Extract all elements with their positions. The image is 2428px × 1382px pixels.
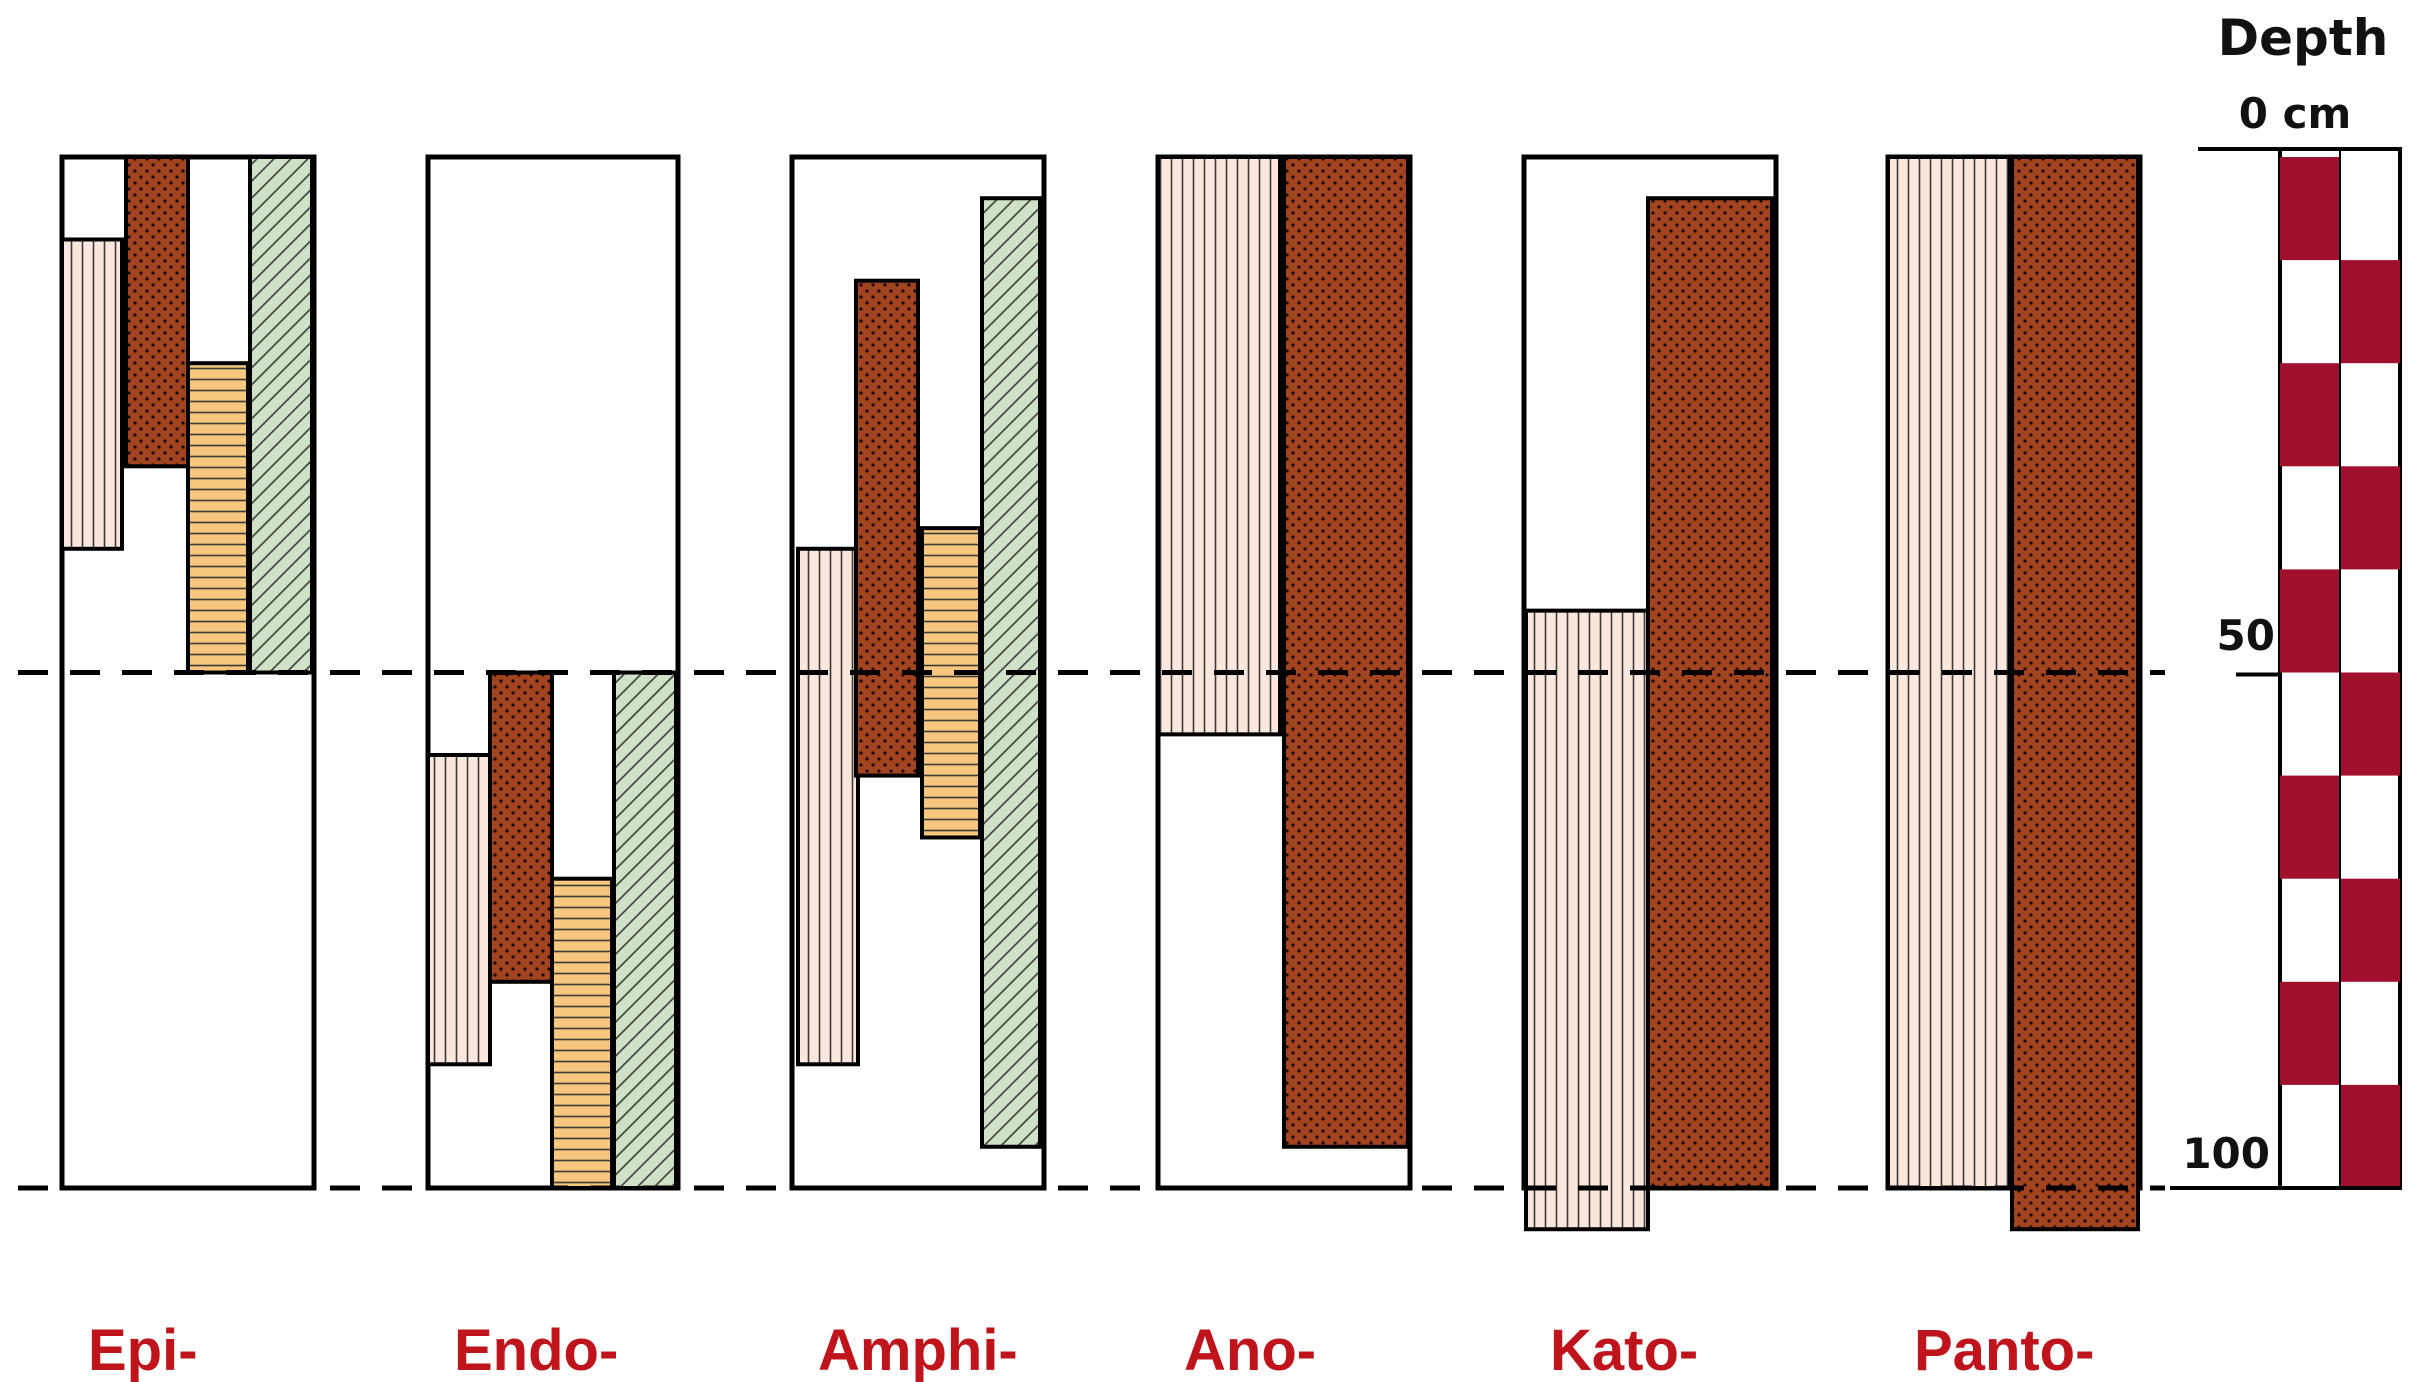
scale-checker-cell bbox=[2280, 157, 2340, 261]
column-label-amphi: Amphi- bbox=[818, 1318, 1018, 1382]
scale-checker-cell bbox=[2340, 672, 2400, 776]
horizon-bar-dots bbox=[124, 155, 190, 469]
scale-checker-cell bbox=[2340, 1084, 2400, 1188]
horizon-bar-diagonal-lines bbox=[248, 155, 314, 675]
column-panto bbox=[1885, 154, 2143, 1232]
scale-checker-cell bbox=[2340, 878, 2400, 982]
horizon-bar-diagonal-lines bbox=[612, 670, 678, 1190]
profile-columns bbox=[59, 154, 2143, 1232]
horizon-bar-horizontal-lines bbox=[920, 526, 982, 840]
column-label-endo: Endo- bbox=[454, 1318, 618, 1382]
horizon-bar-dots bbox=[2010, 155, 2140, 1232]
scale-checker-cell bbox=[2340, 260, 2400, 364]
depth-top-label: 0 cm bbox=[2239, 89, 2352, 138]
column-ano bbox=[1155, 154, 1413, 1191]
horizon-bar-vertical-lines bbox=[1524, 608, 1650, 1232]
horizon-bar-dots bbox=[854, 278, 920, 778]
column-epi bbox=[59, 154, 317, 1191]
horizon-bar-vertical-lines bbox=[796, 546, 860, 1067]
column-label-kato: Kato- bbox=[1550, 1318, 1698, 1382]
depth-mid-label: 50 bbox=[2217, 611, 2275, 660]
horizon-bar-horizontal-lines bbox=[550, 876, 614, 1190]
scale-checker-cell bbox=[2280, 981, 2340, 1085]
scale-checker-cell bbox=[2280, 569, 2340, 673]
column-labels: Epi- Endo- Amphi- Ano- Kato- Panto- bbox=[88, 1318, 2094, 1382]
scale-checker-cell bbox=[2340, 466, 2400, 570]
depth-scale: Depth 0 cm 50 100 bbox=[2170, 9, 2402, 1190]
depth-title: Depth bbox=[2218, 9, 2389, 67]
horizon-bar-dots bbox=[488, 670, 554, 984]
scale-checker-cell bbox=[2280, 775, 2340, 879]
column-label-epi: Epi- bbox=[88, 1318, 198, 1382]
column-label-panto: Panto- bbox=[1914, 1318, 2094, 1382]
column-kato bbox=[1521, 154, 1779, 1232]
depth-bottom-label: 100 bbox=[2182, 1129, 2270, 1178]
horizon-bar-horizontal-lines bbox=[186, 361, 250, 675]
column-label-ano: Ano- bbox=[1184, 1318, 1316, 1382]
depth-scale-bar bbox=[2170, 147, 2402, 1190]
horizon-bar-vertical-lines bbox=[1156, 155, 1282, 737]
scale-checker-cell bbox=[2280, 363, 2340, 467]
horizon-bar-dots bbox=[1282, 155, 1410, 1149]
depth-guide-lines bbox=[18, 670, 2165, 1191]
horizon-bar-vertical-lines bbox=[426, 752, 492, 1067]
horizon-bar-vertical-lines bbox=[60, 237, 124, 551]
horizon-bar-dots bbox=[1646, 196, 1774, 1191]
